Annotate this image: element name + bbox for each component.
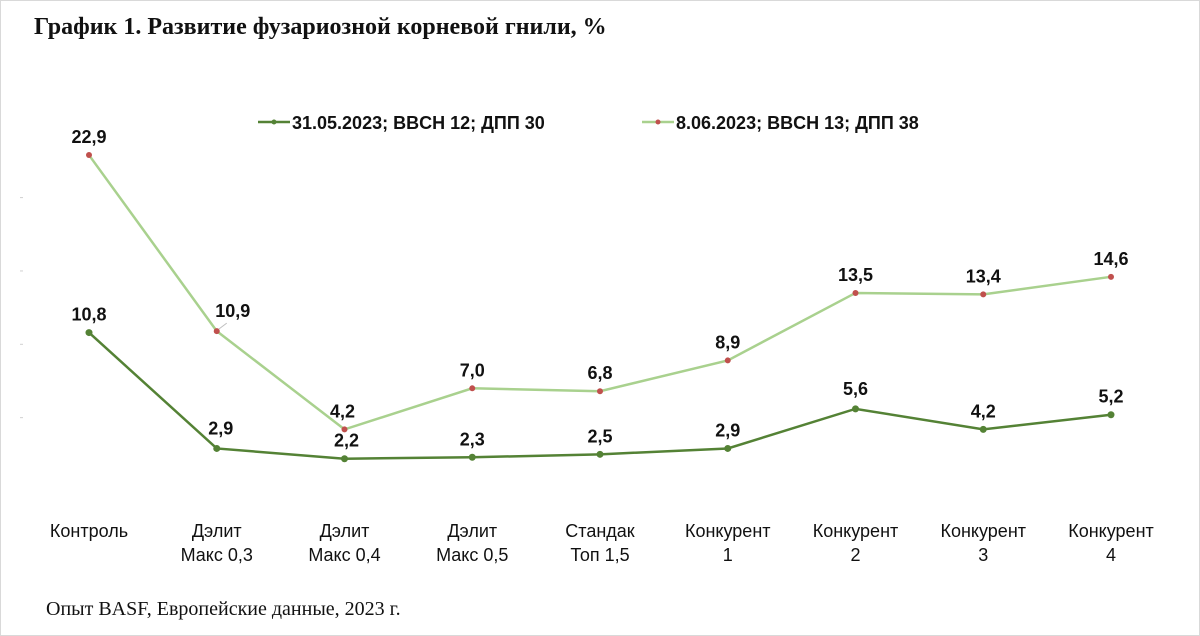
x-category-label: Стандак Топ 1,5 (565, 521, 635, 565)
series-line-2 (87, 154, 1112, 431)
data-label-series-2: 7,0 (460, 360, 485, 380)
legend-marker-series-1 (271, 119, 277, 125)
x-category-label: Контроль (50, 521, 128, 541)
x-category-label: Конкурент 4 (1068, 521, 1154, 565)
data-point-series-2 (469, 385, 476, 392)
data-label-series-1: 2,5 (587, 426, 612, 446)
source-note: Опыт BASF, Европейские данные, 2023 г. (46, 598, 401, 620)
data-label-series-2: 14,6 (1093, 249, 1128, 269)
data-point-series-1 (852, 405, 859, 413)
data-label-series-2: 10,9 (215, 301, 250, 321)
label-leader-line (218, 322, 228, 330)
legend-marker-series-2 (655, 119, 661, 125)
data-point-series-2 (86, 152, 92, 159)
data-label-series-2: 13,4 (966, 266, 1001, 286)
data-label-series-2: 6,8 (587, 363, 612, 383)
data-label-series-1: 5,6 (843, 379, 868, 399)
data-point-series-2 (980, 291, 987, 298)
x-category-label: Дэлит Макс 0,5 (436, 521, 508, 565)
data-point-series-2 (724, 357, 731, 364)
x-category-label: Дэлит Макс 0,3 (181, 521, 253, 565)
x-category-label: Конкурент 3 (940, 521, 1026, 565)
legend: 31.05.2023; BBCH 12; ДПП 30 8.06.2023; B… (258, 113, 919, 133)
data-point-series-1 (213, 444, 221, 452)
data-label-series-1: 10,8 (71, 305, 106, 325)
data-label-series-1: 5,2 (1098, 387, 1123, 407)
x-category-label: Конкурент 2 (813, 521, 899, 565)
data-point-series-1 (341, 455, 348, 463)
data-point-series-2 (852, 289, 859, 296)
data-point-series-2 (341, 426, 348, 433)
x-category-label: Дэлит Макс 0,4 (308, 521, 380, 565)
legend-label-series-1: 31.05.2023; BBCH 12; ДПП 30 (292, 113, 545, 133)
data-label-series-2: 4,2 (330, 401, 355, 421)
data-point-series-1 (85, 329, 93, 337)
data-label-series-2: 13,5 (838, 265, 873, 285)
data-point-series-2 (213, 328, 220, 335)
data-point-series-2 (1108, 273, 1114, 280)
data-point-series-1 (724, 444, 732, 452)
data-point-series-1 (596, 450, 604, 458)
chart-title: График 1. Развитие фузариозной корневой … (34, 14, 607, 40)
data-label-series-2: 8,9 (715, 332, 740, 352)
data-point-series-1 (1107, 411, 1115, 419)
plot-area: Контроль Дэлит Макс 0,3 Дэлит Макс 0,4 Дэлит М… (20, 127, 1154, 565)
legend-label-series-2: 8.06.2023; BBCH 13; ДПП 38 (676, 113, 919, 133)
data-label-series-1: 4,2 (971, 401, 996, 421)
data-point-series-2 (597, 388, 603, 395)
data-label-series-1: 2,3 (460, 429, 485, 449)
x-category-label: Конкурент 1 (685, 521, 771, 565)
data-label-series-1: 2,2 (334, 431, 359, 451)
data-label-series-1: 2,9 (208, 418, 233, 438)
data-point-series-1 (468, 453, 476, 461)
data-point-series-1 (979, 425, 987, 433)
data-label-series-1: 2,9 (715, 420, 740, 440)
data-label-series-2: 22,9 (71, 127, 106, 147)
